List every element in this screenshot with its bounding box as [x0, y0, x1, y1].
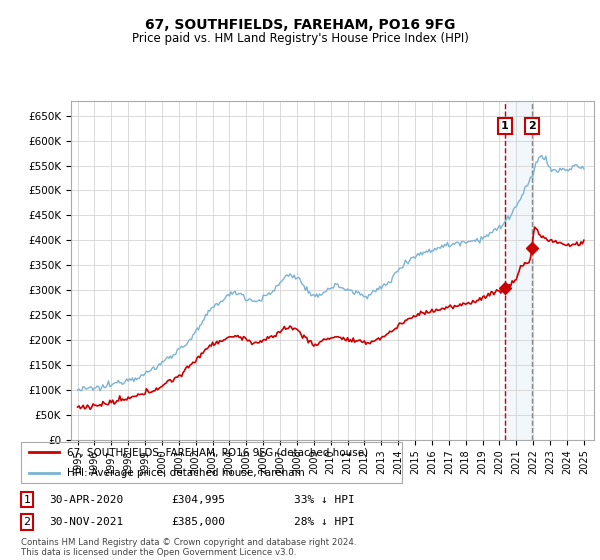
- Text: 30-NOV-2021: 30-NOV-2021: [49, 517, 124, 527]
- Text: 28% ↓ HPI: 28% ↓ HPI: [294, 517, 355, 527]
- Text: Price paid vs. HM Land Registry's House Price Index (HPI): Price paid vs. HM Land Registry's House …: [131, 32, 469, 45]
- Text: 33% ↓ HPI: 33% ↓ HPI: [294, 494, 355, 505]
- Text: 2: 2: [23, 517, 31, 527]
- Text: 1: 1: [23, 494, 31, 505]
- Text: 2: 2: [528, 121, 536, 130]
- Text: HPI: Average price, detached house, Fareham: HPI: Average price, detached house, Fare…: [67, 468, 304, 478]
- Bar: [505, 101, 532, 440]
- Text: 1: 1: [501, 121, 509, 130]
- Text: 67, SOUTHFIELDS, FAREHAM, PO16 9FG: 67, SOUTHFIELDS, FAREHAM, PO16 9FG: [145, 18, 455, 32]
- Text: 67, SOUTHFIELDS, FAREHAM, PO16 9FG (detached house): 67, SOUTHFIELDS, FAREHAM, PO16 9FG (deta…: [67, 447, 368, 458]
- Text: 30-APR-2020: 30-APR-2020: [49, 494, 124, 505]
- Text: £304,995: £304,995: [171, 494, 225, 505]
- Text: £385,000: £385,000: [171, 517, 225, 527]
- Text: Contains HM Land Registry data © Crown copyright and database right 2024.
This d: Contains HM Land Registry data © Crown c…: [21, 538, 356, 557]
